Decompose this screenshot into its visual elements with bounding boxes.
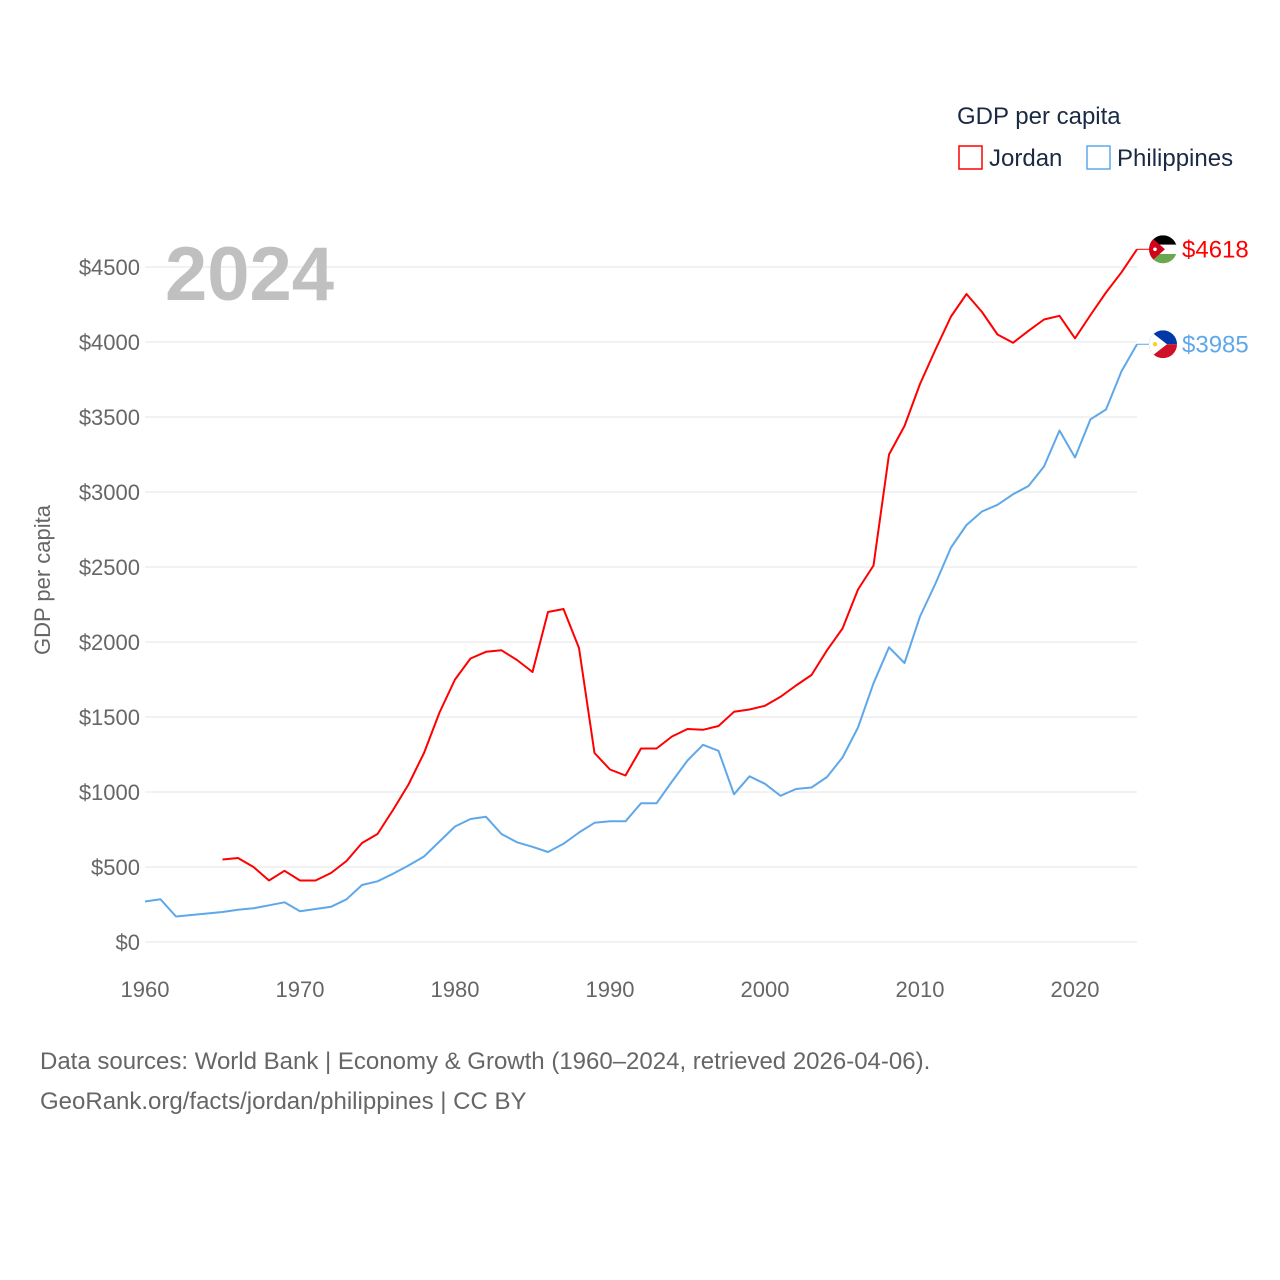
y-tick-label: $2000 xyxy=(79,630,140,655)
y-axis-label: GDP per capita xyxy=(30,504,55,655)
x-tick-label: 2010 xyxy=(896,977,945,1002)
y-tick-label: $4500 xyxy=(79,255,140,280)
y-tick-label: $2500 xyxy=(79,555,140,580)
grid xyxy=(145,266,1137,943)
legend-swatch-jordan xyxy=(958,145,983,170)
series-lines xyxy=(144,248,1150,918)
x-axis: 1960 1970 1980 1990 2000 2010 2020 xyxy=(121,977,1100,1002)
y-axis: $0 $500 $1000 $1500 $2000 $2500 $3000 $3500 $400… xyxy=(79,255,140,955)
legend-label-philippines: Philippines xyxy=(1117,145,1233,172)
y-tick-label: $3000 xyxy=(79,480,140,505)
jordan-flag-icon xyxy=(1149,235,1177,264)
footer-link[interactable]: GeoRank.org/facts/jordan/philippines | C… xyxy=(40,1088,526,1115)
x-tick-label: 1960 xyxy=(121,977,170,1002)
y-tick-label: $0 xyxy=(116,930,140,955)
legend: GDP per capita Jordan Philippines xyxy=(957,103,1233,172)
philippines-flag-icon xyxy=(1149,330,1177,359)
y-tick-label: $4000 xyxy=(79,330,140,355)
series-line-philippines xyxy=(144,343,1138,918)
y-tick-label: $3500 xyxy=(79,405,140,430)
philippines-end-label: $3985 xyxy=(1182,331,1249,358)
x-tick-label: 2020 xyxy=(1051,977,1100,1002)
x-tick-label: 1990 xyxy=(586,977,635,1002)
y-tick-label: $500 xyxy=(91,855,140,880)
year-watermark: 2024 xyxy=(165,232,334,317)
jordan-end-label: $4618 xyxy=(1182,236,1249,263)
x-tick-label: 1970 xyxy=(276,977,325,1002)
series-line-jordan xyxy=(222,248,1138,882)
legend-swatch-philippines xyxy=(1086,145,1111,170)
legend-label-jordan: Jordan xyxy=(989,145,1062,172)
legend-title: GDP per capita xyxy=(957,103,1121,130)
y-tick-label: $1500 xyxy=(79,705,140,730)
y-tick-label: $1000 xyxy=(79,780,140,805)
x-tick-label: 1980 xyxy=(431,977,480,1002)
footer-sources: Data sources: World Bank | Economy & Gro… xyxy=(40,1048,930,1075)
x-tick-label: 2000 xyxy=(741,977,790,1002)
